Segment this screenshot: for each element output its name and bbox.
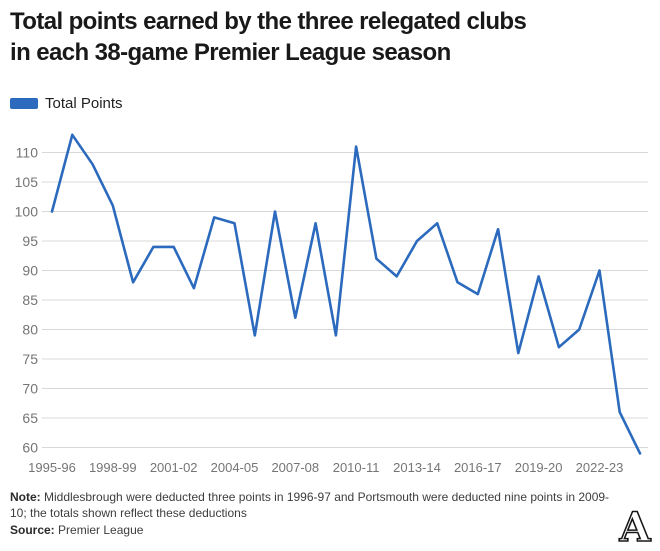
chart-title-line1: Total points earned by the three relegat… [10, 8, 527, 35]
y-tick-label: 70 [22, 381, 38, 397]
y-tick-label: 75 [22, 351, 38, 367]
legend: Total Points [10, 94, 123, 112]
athletic-logo-icon: A [618, 503, 653, 549]
x-tick-label: 2013-14 [393, 460, 441, 475]
chart-title-line2: in each 38-game Premier League season [10, 39, 451, 66]
chart-source: Source: Premier League [10, 522, 410, 538]
note-text: Middlesbrough were deducted three points… [10, 490, 610, 520]
source-text: Premier League [58, 523, 144, 537]
x-tick-label: 2022-23 [576, 460, 624, 475]
x-tick-label: 2010-11 [333, 460, 380, 475]
x-tick-label: 2019-20 [515, 460, 563, 475]
x-tick-label: 1995-96 [28, 460, 76, 475]
chart-note: Note: Middlesbrough were deducted three … [10, 489, 622, 521]
y-tick-label: 65 [22, 410, 38, 426]
y-tick-label: 95 [22, 233, 38, 249]
chart-title: Total points earned by the three relegat… [10, 6, 654, 68]
y-tick-label: 110 [16, 145, 39, 161]
legend-swatch-icon [10, 97, 38, 109]
athletic-logo-letter: A [618, 504, 651, 549]
y-tick-label: 60 [22, 440, 38, 456]
legend-label: Total Points [45, 94, 123, 112]
total-points-line [50, 133, 642, 455]
y-tick-label: 85 [22, 292, 38, 308]
y-tick-label: 100 [15, 204, 39, 220]
y-tick-label: 105 [15, 174, 39, 190]
x-tick-label: 2004-05 [211, 460, 259, 475]
note-label: Note: [10, 490, 41, 504]
x-tick-label: 2001-02 [150, 460, 198, 475]
y-tick-label: 80 [22, 322, 38, 338]
y-tick-label: 90 [22, 263, 38, 279]
x-tick-label: 2007-08 [271, 460, 319, 475]
x-tick-label: 2016-17 [454, 460, 502, 475]
x-tick-label: 1998-99 [89, 460, 137, 475]
source-label: Source: [10, 523, 55, 537]
